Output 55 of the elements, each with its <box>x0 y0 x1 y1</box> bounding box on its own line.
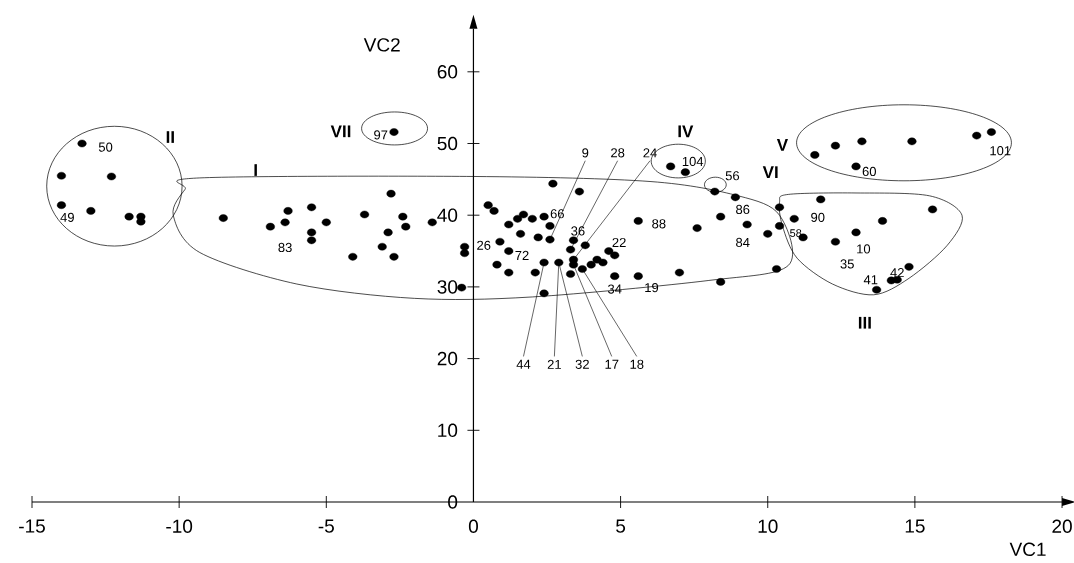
annotation: 24 <box>643 148 657 158</box>
annotation: 84 <box>736 237 750 248</box>
annotation: 19 <box>645 283 659 293</box>
annotation: IV <box>678 125 694 138</box>
y-tick-label: 60 <box>437 65 458 79</box>
annotation: 35 <box>840 259 854 269</box>
annotation: 66 <box>550 209 564 219</box>
annotation: 88 <box>652 219 666 229</box>
x-tick-label: 0 <box>468 519 478 533</box>
x-tick-label: 5 <box>616 519 626 533</box>
annotation: 26 <box>477 240 491 250</box>
x-tick-label: 20 <box>1052 519 1072 533</box>
annotation: I <box>254 164 257 176</box>
annotation: 41 <box>863 275 878 285</box>
x-tick-label: -15 <box>19 519 45 533</box>
annotation: 9 <box>582 148 589 158</box>
y-axis-title: VC2 <box>363 38 400 52</box>
annotation: 97 <box>374 130 388 140</box>
x-tick-label: 15 <box>905 519 925 533</box>
y-tick-label: 40 <box>437 208 458 222</box>
y-tick-label: 50 <box>437 136 458 151</box>
y-tick-label: 0 <box>448 495 458 509</box>
annotation: 83 <box>278 242 292 253</box>
annotation: 44 <box>516 359 531 369</box>
annotation: 36 <box>571 226 585 236</box>
annotation: 28 <box>611 148 625 158</box>
annotation: VII <box>330 125 351 138</box>
annotation: 34 <box>607 284 622 294</box>
annotation: 17 <box>605 359 619 369</box>
y-tick-label: 30 <box>437 280 458 294</box>
annotation: 56 <box>725 171 740 181</box>
annotation: 104 <box>682 156 704 167</box>
annotation: 21 <box>547 359 561 369</box>
annotation: 18 <box>630 359 644 369</box>
annotation: III <box>858 316 871 329</box>
annotation: 60 <box>862 166 876 177</box>
annotation: 72 <box>515 250 529 260</box>
annotation: 50 <box>98 142 113 152</box>
annotation: 42 <box>890 268 904 278</box>
x-axis-title: VC1 <box>1009 542 1046 557</box>
annotation: 101 <box>990 146 1011 156</box>
annotation: VI <box>762 166 778 179</box>
y-tick-label: 10 <box>438 423 458 438</box>
annotation: 86 <box>736 204 750 215</box>
x-tick-label: -10 <box>166 519 193 533</box>
x-tick-label: 10 <box>758 519 778 533</box>
annotation: 90 <box>811 212 825 222</box>
x-tick-label: -5 <box>318 519 334 533</box>
annotation: V <box>776 139 788 151</box>
annotation: 22 <box>612 237 626 247</box>
annotation: II <box>166 131 174 143</box>
annotation: 10 <box>857 244 871 254</box>
annotation: 49 <box>60 212 74 222</box>
y-tick-label: 20 <box>437 351 458 366</box>
annotation: 32 <box>575 359 589 369</box>
